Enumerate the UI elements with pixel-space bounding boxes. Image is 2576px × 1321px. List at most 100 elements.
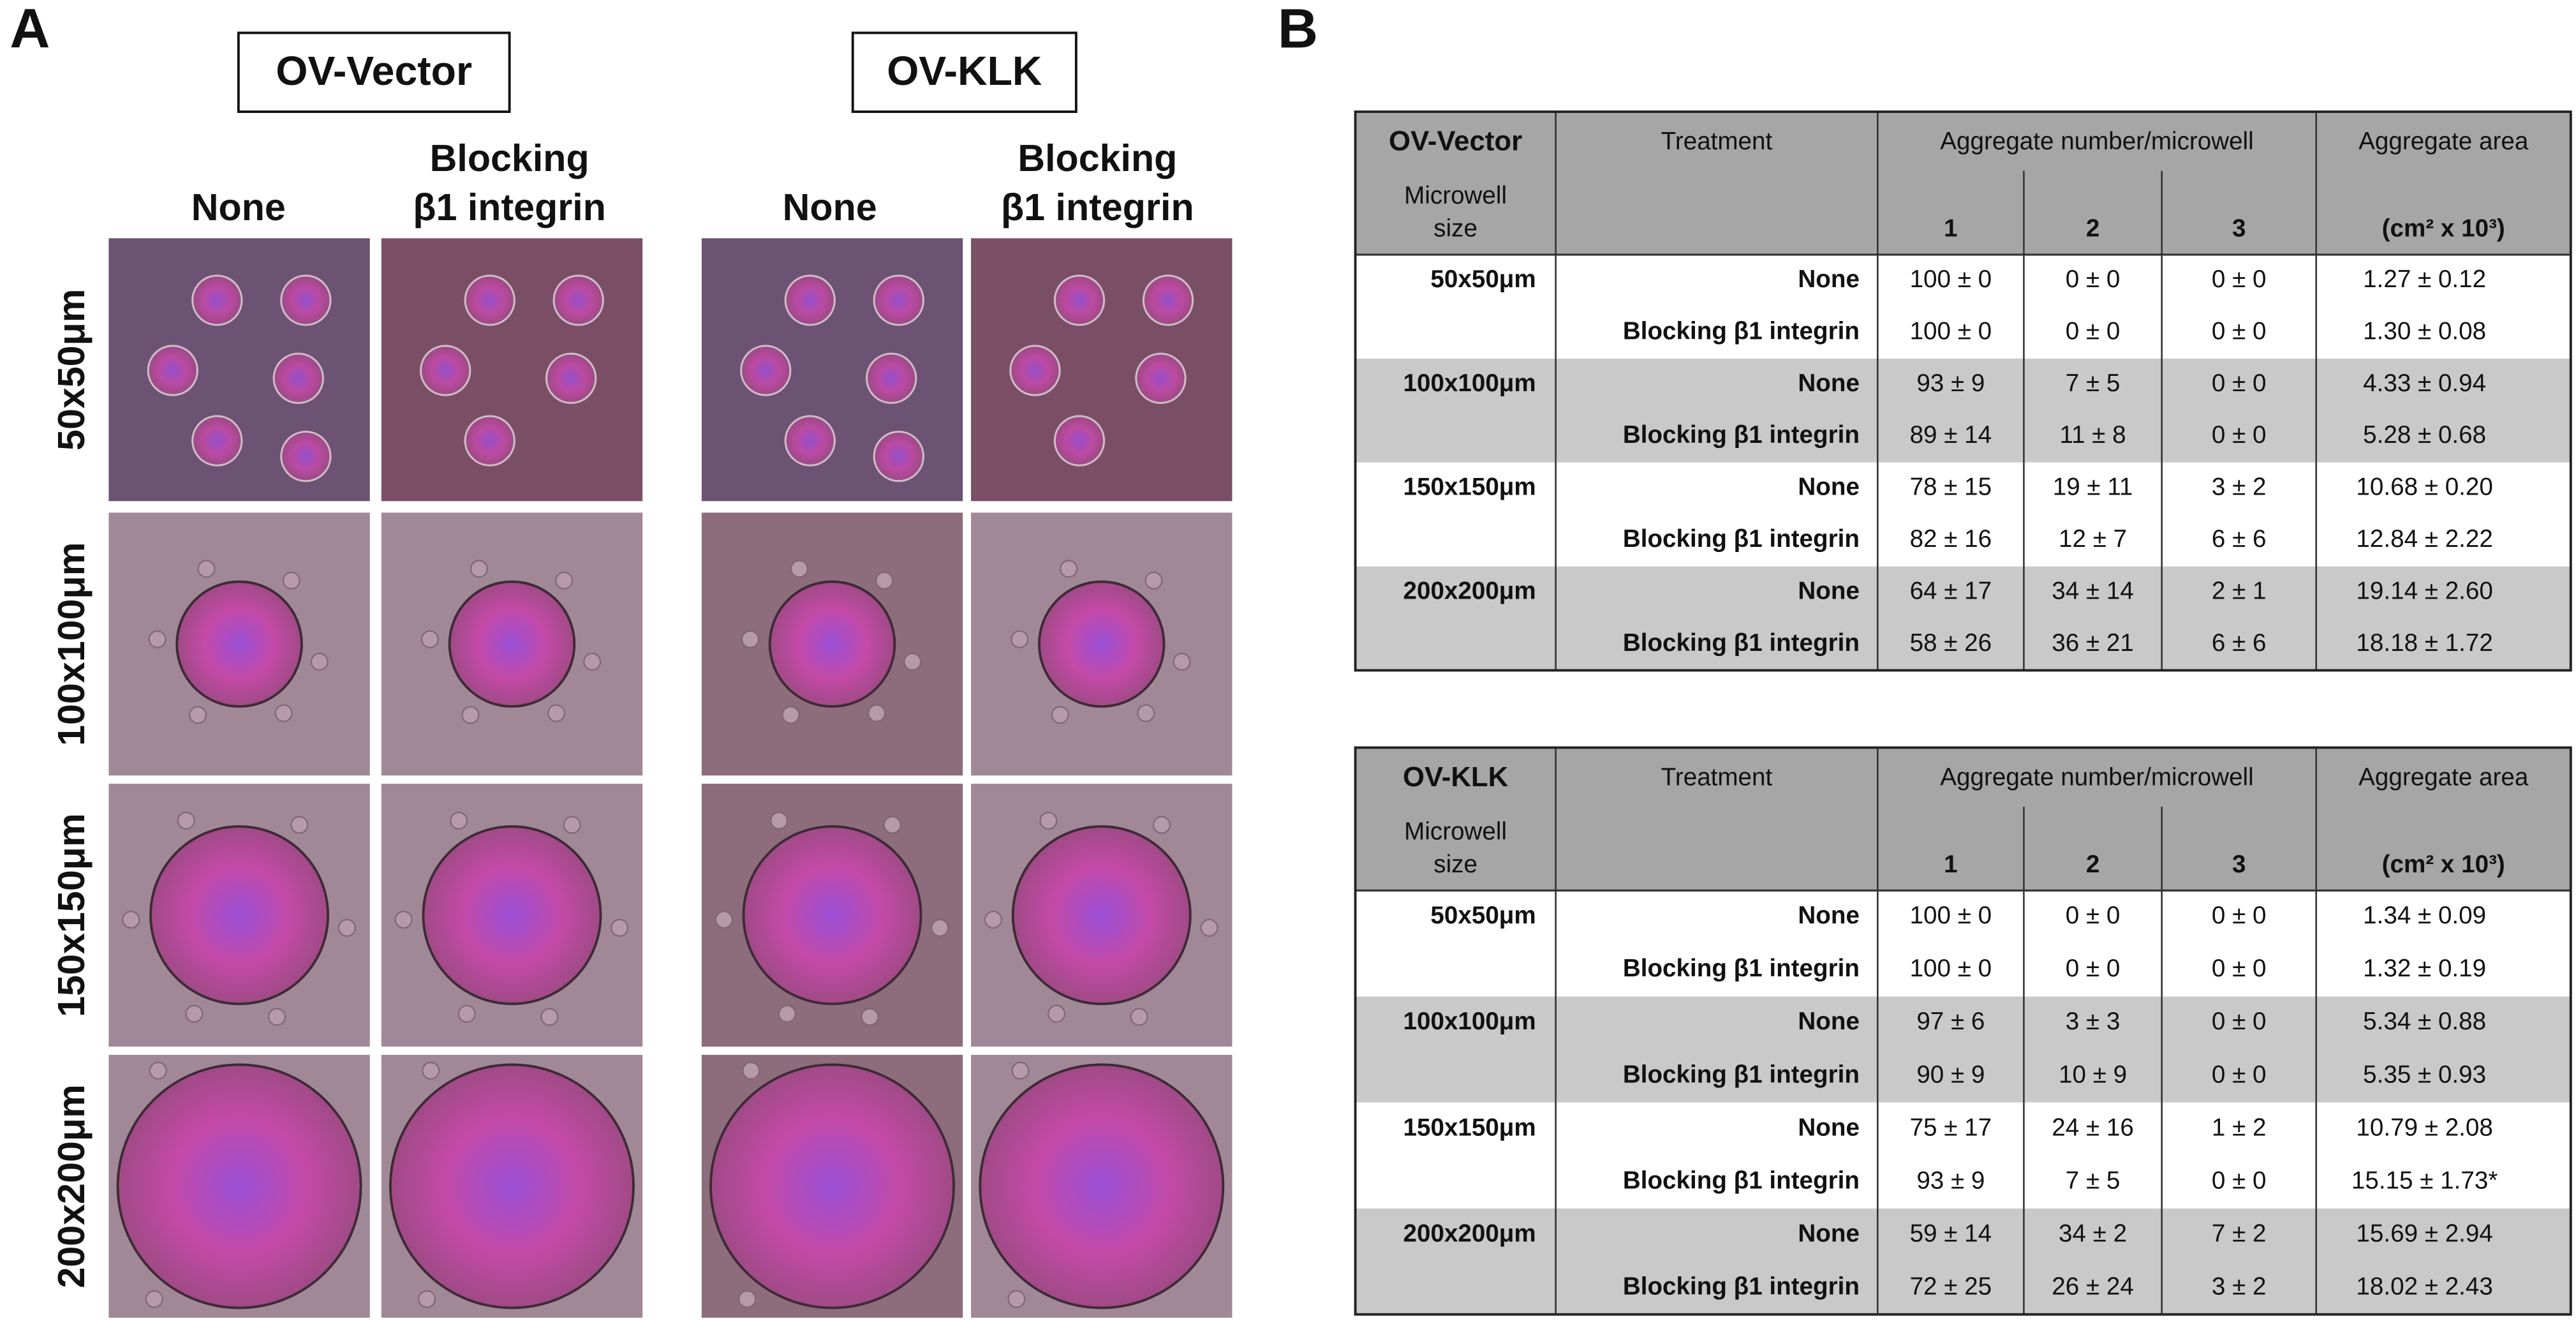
treatment: None: [1798, 902, 1860, 929]
aggregate-number: 90 ± 9: [1916, 1061, 1985, 1088]
aggregate-area: 19.14 ± 2.60: [2356, 578, 2492, 605]
loose-cell: [781, 706, 800, 724]
aggregate-area: 10.68 ± 0.20: [2356, 474, 2492, 501]
group-box: [237, 31, 511, 114]
micrograph: [971, 512, 1232, 776]
aggregate-number: 3 ± 2: [2212, 1272, 2267, 1300]
loose-cell: [1047, 1004, 1065, 1023]
loose-cell: [450, 812, 468, 830]
cell-line: OV-Vector: [1389, 126, 1522, 157]
aggregate-number: 100 ± 0: [1910, 902, 1992, 929]
loose-cell: [1051, 706, 1069, 724]
number-col-header: 3: [2232, 851, 2246, 878]
microwell: [1009, 345, 1061, 396]
treatment: Blocking β1 integrin: [1623, 1272, 1860, 1300]
treatment: Blocking β1 integrin: [1623, 525, 1860, 553]
aggregate-number: 11 ± 8: [2059, 421, 2126, 449]
microwell: [1038, 580, 1166, 708]
loose-cell: [268, 1008, 286, 1026]
treatment-header: Treatment: [1661, 128, 1773, 155]
aggregate-number: 59 ± 14: [1910, 1220, 1992, 1247]
aggregate-number: 7 ± 5: [2066, 1167, 2121, 1194]
row-label: 100x100μm: [50, 542, 93, 746]
row-group-bg: [1355, 358, 2571, 463]
column-header: β1 integrin: [1001, 186, 1194, 228]
row-label: 150x150μm: [50, 813, 93, 1017]
aggregate-number: 0 ± 0: [2212, 955, 2267, 982]
microwell: [709, 1063, 955, 1310]
treatment: Blocking β1 integrin: [1623, 1167, 1860, 1194]
treatment: None: [1798, 1114, 1860, 1141]
microwell-size: 200x200μm: [1403, 1220, 1536, 1247]
aggregate-number: 6 ± 6: [2212, 525, 2267, 553]
treatment: Blocking β1 integrin: [1623, 317, 1860, 345]
loose-cell: [337, 918, 356, 937]
size-header: size: [1433, 851, 1477, 878]
aggregate-number: 72 ± 25: [1910, 1272, 1992, 1300]
treatment: None: [1798, 474, 1860, 501]
microwell: [116, 1063, 362, 1310]
microwell: [272, 352, 324, 404]
microwell-size: 100x100μm: [1403, 1008, 1536, 1035]
column-header: Blocking: [1018, 137, 1177, 179]
aggregate-area: 18.02 ± 2.43: [2356, 1272, 2492, 1300]
micrograph: [381, 512, 643, 776]
group-box: [851, 31, 1077, 114]
table-border: [1354, 746, 2572, 1316]
aggregate-number: 0 ± 0: [2212, 317, 2267, 345]
microwell: [389, 1063, 635, 1310]
loose-cell: [421, 630, 439, 648]
treatment: Blocking β1 integrin: [1623, 421, 1860, 449]
aggregate-number: 10 ± 9: [2059, 1061, 2127, 1088]
number-col-header: 1: [1944, 851, 1957, 878]
microwell: [873, 274, 924, 326]
micrograph: [108, 1054, 370, 1318]
aggregate-number: 24 ± 16: [2052, 1114, 2134, 1141]
microwell: [768, 580, 896, 708]
aggregate-number: 0 ± 0: [2212, 1061, 2267, 1088]
micrograph: [701, 784, 963, 1047]
microwell: [784, 415, 836, 466]
microwell: [873, 430, 924, 482]
aggregate-number: 34 ± 2: [2059, 1220, 2127, 1247]
aggregate-number: 0 ± 0: [2212, 421, 2267, 449]
micrograph: [971, 238, 1232, 502]
loose-cell: [290, 816, 309, 834]
size-header: Microwell: [1404, 182, 1507, 209]
column-header: None: [191, 186, 286, 228]
row-group-bg: [1355, 996, 2571, 1103]
microwell-size: 50x50μm: [1430, 265, 1536, 293]
aggregate-number: 78 ± 15: [1910, 474, 1992, 501]
number-col-header: 3: [2232, 215, 2246, 243]
aggregate-number: 0 ± 0: [2066, 265, 2121, 293]
microwell: [742, 825, 922, 1006]
loose-cell: [1173, 653, 1191, 671]
loose-cell: [418, 1290, 436, 1308]
treatment: Blocking β1 integrin: [1623, 1061, 1860, 1088]
microwell: [147, 345, 198, 396]
loose-cell: [790, 560, 808, 578]
aggregate-number: 100 ± 0: [1910, 955, 1992, 982]
aggregate-number: 0 ± 0: [2212, 1008, 2267, 1035]
loose-cell: [461, 706, 480, 724]
aggregate-number: 82 ± 16: [1910, 525, 1992, 553]
loose-cell: [563, 816, 581, 834]
loose-cell: [1039, 812, 1058, 830]
loose-cell: [310, 653, 329, 671]
microwell: [191, 274, 243, 326]
microwell: [280, 430, 332, 482]
loose-cell: [1200, 918, 1218, 937]
aggregate-number: 75 ± 17: [1910, 1114, 1992, 1141]
loose-cell: [394, 911, 413, 929]
aggregate-number: 0 ± 0: [2066, 317, 2121, 345]
loose-cell: [1144, 571, 1163, 590]
panel-label: B: [1278, 0, 1318, 60]
aggregate-area: 12.84 ± 2.22: [2356, 525, 2492, 553]
micrograph: [108, 784, 370, 1047]
loose-cell: [1010, 630, 1029, 648]
treatment: None: [1798, 1220, 1860, 1247]
aggregate-number: 3 ± 2: [2212, 474, 2267, 501]
loose-cell: [738, 1290, 757, 1308]
